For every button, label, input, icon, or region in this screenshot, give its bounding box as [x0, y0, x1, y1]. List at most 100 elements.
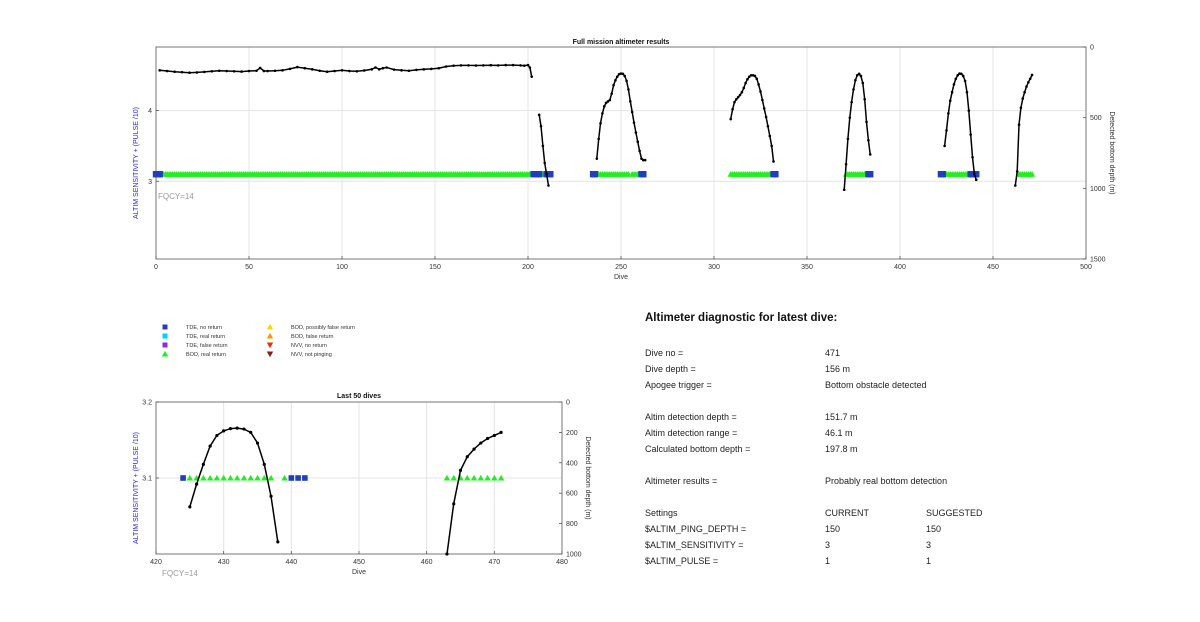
- bottom-depth-point: [392, 68, 396, 71]
- bottom-depth-point: [761, 98, 764, 102]
- bottom-depth-point: [599, 122, 602, 125]
- tde-no-return-marker: [640, 171, 647, 178]
- diag-label: Dive depth =: [645, 364, 696, 374]
- bottom-depth-point: [381, 66, 385, 70]
- bottom-depth-point: [482, 64, 485, 67]
- bottom-depth-point: [615, 75, 619, 78]
- bottom-depth-point: [310, 68, 314, 71]
- tde-no-return-marker: [547, 171, 554, 178]
- bottom-depth-point: [1014, 184, 1017, 187]
- setting-current: 3: [825, 540, 831, 550]
- bottom-depth-point: [755, 77, 759, 81]
- setting-suggested: 1: [926, 556, 932, 566]
- y-right-tick-label: 800: [566, 521, 578, 528]
- bottom-depth-point: [1023, 90, 1026, 94]
- bottom-depth-point: [296, 65, 299, 69]
- bottom-depth-point: [400, 69, 403, 72]
- bottom-depth-point: [640, 157, 643, 160]
- bottom-depth-point: [766, 124, 770, 128]
- bottom-depth-point: [733, 100, 736, 104]
- bottom-depth-point: [855, 73, 859, 77]
- bottom-depth-point: [385, 66, 388, 69]
- bottom-depth-point: [195, 71, 199, 74]
- bottom-depth-point: [377, 68, 381, 71]
- tde-no-return-marker: [939, 171, 946, 178]
- x-tick-label: 300: [708, 264, 720, 271]
- bottom-depth-point: [608, 98, 612, 102]
- bottom-depth-point: [954, 77, 958, 81]
- legend-label: TDE, false return: [186, 343, 228, 349]
- bod-real-return-marker: [240, 474, 248, 481]
- bottom-depth-point: [444, 65, 448, 68]
- bottom-depth-point: [623, 74, 627, 78]
- bod-real-return-marker: [1028, 171, 1036, 177]
- tde-no-return-marker: [180, 475, 186, 481]
- bottom-depth-point: [612, 83, 615, 87]
- bottom-depth-point: [158, 69, 162, 72]
- bottom-depth-point: [746, 77, 749, 81]
- y-right-tick-label: 400: [566, 460, 578, 467]
- bod-real-return-marker: [267, 474, 275, 481]
- bottom-depth-point: [1027, 81, 1030, 84]
- x-tick-label: 430: [218, 559, 230, 566]
- diag-label: Apogee trigger =: [645, 380, 712, 390]
- bottom-depth-point: [729, 117, 733, 121]
- diag-value: 151.7 m: [825, 412, 858, 422]
- settings-header-suggested: SUGGESTED: [926, 508, 983, 518]
- fqcy-annotation: FQCY=14: [162, 569, 198, 578]
- bottom-depth-point: [597, 137, 600, 141]
- bottom-depth-point: [857, 72, 861, 76]
- legend-square-marker: [162, 333, 168, 339]
- bottom-depth-point: [638, 149, 641, 153]
- bottom-depth-point: [459, 64, 463, 67]
- bottom-depth-point: [180, 70, 184, 74]
- legend-triangle-up-marker: [161, 350, 169, 357]
- bottom-depth-point: [325, 70, 329, 74]
- bottom-depth-point: [545, 172, 548, 176]
- bottom-depth-point: [269, 494, 273, 498]
- bottom-depth-point: [945, 129, 948, 132]
- y-left-axis-label: ALTIM SENSITIVITY + (PULSE /10): [133, 432, 140, 544]
- x-axis-label: Dive: [352, 569, 366, 576]
- bottom-depth-point: [625, 79, 628, 83]
- bod-real-return-marker: [206, 474, 214, 481]
- bottom-depth-point: [355, 70, 359, 73]
- bod-real-return-marker: [443, 474, 451, 481]
- fqcy-annotation: FQCY=14: [158, 192, 194, 201]
- bottom-depth-point: [757, 83, 760, 86]
- y-right-tick-label: 200: [566, 430, 578, 437]
- bottom-depth-point: [276, 540, 280, 544]
- bottom-depth-point: [744, 81, 747, 85]
- bod-real-return-marker: [281, 474, 288, 481]
- bottom-depth-point: [547, 184, 550, 187]
- bottom-depth-point: [249, 430, 253, 434]
- legend-triangle-down-marker: [266, 351, 274, 358]
- bottom-depth-point: [844, 163, 848, 166]
- bottom-depth-point: [606, 100, 610, 103]
- bod-real-return-marker: [477, 474, 484, 481]
- settings-header-current: CURRENT: [825, 508, 869, 518]
- bod-real-return-marker: [220, 474, 227, 481]
- bod-real-return-marker: [200, 474, 207, 481]
- bottom-depth-point: [492, 433, 496, 438]
- x-tick-label: 200: [522, 264, 534, 271]
- bottom-depth-point: [868, 153, 872, 156]
- y-right-tick-label: 1000: [566, 552, 582, 559]
- setting-current: 1: [825, 556, 831, 566]
- y-left-tick-label: 4: [148, 108, 152, 115]
- y-left-tick-label: 3: [148, 179, 152, 186]
- bottom-depth-point: [262, 462, 266, 466]
- bottom-depth-point: [318, 69, 321, 73]
- bod-real-return-marker: [470, 474, 478, 481]
- y-left-tick-label: 3.1: [142, 476, 152, 483]
- bottom-depth-point: [247, 69, 251, 73]
- y-right-tick-label: 0: [566, 400, 570, 407]
- bottom-depth-point: [541, 144, 545, 148]
- bottom-depth-point: [537, 113, 541, 117]
- bottom-depth-point: [852, 88, 855, 91]
- bottom-depth-point: [764, 115, 768, 119]
- diag-value: Bottom obstacle detected: [825, 380, 927, 390]
- bottom-depth-point: [636, 140, 640, 143]
- bottom-depth-point: [595, 157, 599, 160]
- bottom-depth-point: [634, 131, 638, 134]
